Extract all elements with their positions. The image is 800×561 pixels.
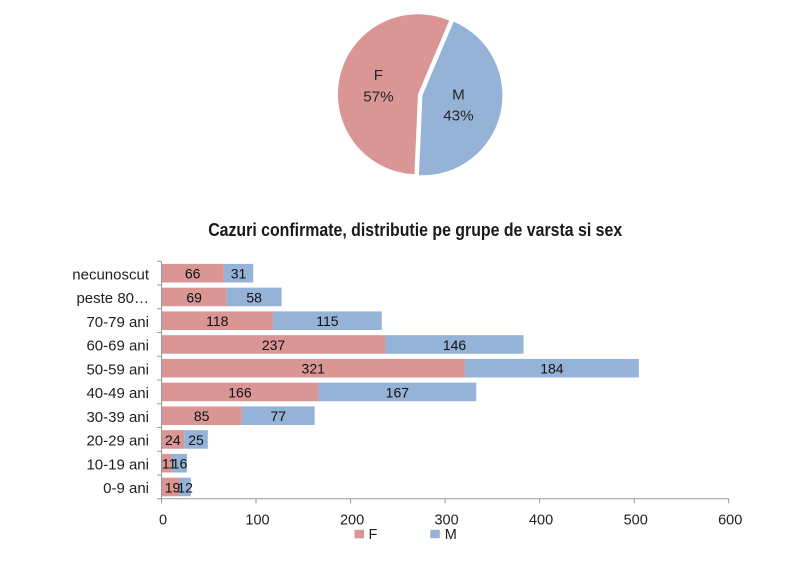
svg-text:24: 24 (165, 432, 181, 448)
svg-text:115: 115 (316, 313, 339, 329)
svg-text:peste 80…: peste 80… (76, 290, 149, 307)
svg-text:167: 167 (386, 384, 410, 400)
svg-text:10-19 ani: 10-19 ani (86, 456, 149, 473)
svg-text:16: 16 (172, 456, 188, 472)
svg-text:M: M (452, 87, 465, 104)
svg-text:321: 321 (302, 361, 326, 377)
svg-text:12: 12 (177, 479, 193, 495)
svg-text:20-29 ani: 20-29 ani (86, 433, 149, 450)
svg-text:300: 300 (434, 513, 458, 529)
svg-text:43%: 43% (443, 108, 473, 125)
svg-text:69: 69 (186, 289, 202, 305)
svg-text:F: F (374, 67, 383, 84)
svg-text:58: 58 (246, 289, 262, 305)
svg-text:F: F (369, 527, 378, 543)
svg-text:necunoscut: necunoscut (72, 266, 150, 283)
svg-text:237: 237 (262, 337, 286, 353)
svg-text:500: 500 (624, 513, 648, 529)
svg-text:0: 0 (159, 513, 167, 529)
svg-text:85: 85 (194, 408, 210, 424)
svg-text:19: 19 (165, 479, 181, 495)
svg-text:60-69 ani: 60-69 ani (86, 338, 149, 355)
svg-text:57%: 57% (363, 89, 393, 106)
svg-text:70-79 ani: 70-79 ani (86, 314, 149, 331)
svg-text:100: 100 (245, 513, 269, 529)
svg-text:66: 66 (185, 266, 201, 282)
svg-text:146: 146 (443, 337, 467, 353)
svg-text:31: 31 (231, 266, 247, 282)
svg-text:50-59 ani: 50-59 ani (86, 361, 149, 378)
svg-text:M: M (445, 527, 457, 543)
svg-text:25: 25 (188, 432, 204, 448)
svg-text:184: 184 (540, 361, 564, 377)
svg-text:200: 200 (340, 513, 364, 529)
svg-text:118: 118 (206, 313, 229, 329)
svg-text:0-9 ani: 0-9 ani (103, 480, 149, 497)
svg-text:Cazuri confirmate, distributie: Cazuri confirmate, distributie pe grupe … (208, 220, 622, 240)
svg-text:40-49 ani: 40-49 ani (86, 385, 149, 402)
svg-text:30-39 ani: 30-39 ani (86, 409, 149, 426)
svg-text:400: 400 (529, 513, 553, 529)
svg-text:11: 11 (162, 456, 177, 472)
svg-text:77: 77 (270, 408, 286, 424)
svg-text:166: 166 (228, 384, 252, 400)
svg-text:600: 600 (718, 513, 742, 529)
